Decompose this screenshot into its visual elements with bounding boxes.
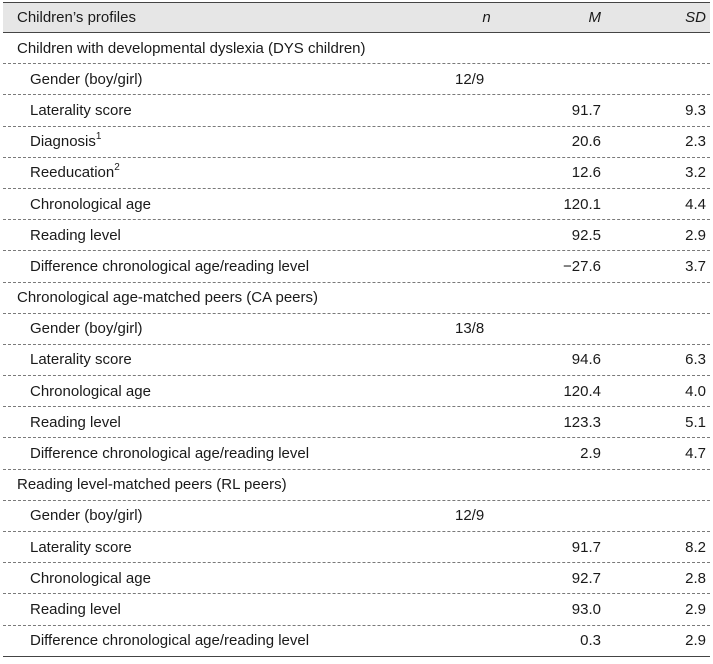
- row-label: Difference chronological age/reading lev…: [3, 258, 428, 275]
- row-label: Gender (boy/girl): [3, 507, 428, 524]
- table-row: Reading level 123.3 5.1: [3, 407, 710, 439]
- cell-m: 20.6: [571, 133, 601, 151]
- group-title: Children with developmental dyslexia (DY…: [17, 39, 366, 57]
- table-row: Difference chronological age/reading lev…: [3, 626, 710, 657]
- row-label-text: Reading level: [30, 413, 121, 431]
- cell-m: 94.6: [571, 351, 601, 369]
- cell-sd: 2.9: [685, 632, 706, 650]
- header-n: n: [482, 9, 491, 26]
- table-row: Difference chronological age/reading lev…: [3, 251, 710, 283]
- cell-m: 12.6: [571, 164, 601, 182]
- header-profiles: Children’s profiles: [17, 9, 136, 26]
- cell-n: 12/9: [455, 507, 485, 525]
- cell-m: −27.6: [563, 257, 601, 275]
- cell-sd: 2.8: [685, 569, 706, 587]
- row-label-text: Laterality score: [30, 538, 132, 556]
- table-row: Reading level 92.5 2.9: [3, 220, 710, 252]
- table-row: Laterality score 91.7 8.2: [3, 532, 710, 564]
- footnote-marker: 2: [114, 162, 120, 174]
- cell-sd: 2.9: [685, 226, 706, 244]
- cell-sd: 2.3: [685, 133, 706, 151]
- row-label-text: Gender (boy/girl): [30, 507, 143, 525]
- header-sd: SD: [685, 9, 706, 26]
- group-heading-row: Reading level-matched peers (RL peers): [3, 470, 710, 501]
- cell-sd: 3.7: [685, 257, 706, 275]
- cell-m: 92.7: [571, 569, 601, 587]
- group-title: Chronological age-matched peers (CA peer…: [17, 289, 318, 307]
- table-header: Children’s profiles n M SD: [3, 2, 710, 33]
- table-row: Gender (boy/girl) 12/9: [3, 501, 710, 532]
- table-row: Chronological age 120.4 4.0: [3, 376, 710, 408]
- cell-sd: 9.3: [685, 101, 706, 119]
- row-label-text: Difference chronological age/reading lev…: [30, 632, 310, 650]
- cell-sd: 4.7: [685, 445, 706, 463]
- row-label-text: Laterality score: [30, 101, 132, 119]
- table-body: Children with developmental dyslexia (DY…: [3, 33, 710, 657]
- row-label-text: Difference chronological age/reading lev…: [30, 445, 310, 463]
- group-title: Reading level-matched peers (RL peers): [17, 476, 287, 494]
- row-label-text: Chronological age: [30, 382, 151, 400]
- row-label: Laterality score: [3, 351, 428, 368]
- cell-m: 123.3: [563, 413, 601, 431]
- table-row: Chronological age 92.7 2.8: [3, 563, 710, 595]
- row-label: Gender (boy/girl): [3, 71, 428, 88]
- cell-m: 91.7: [571, 101, 601, 119]
- profiles-table: Children’s profiles n M SD Children with…: [3, 2, 710, 657]
- table-row: Difference chronological age/reading lev…: [3, 438, 710, 470]
- cell-sd: 4.4: [685, 195, 706, 213]
- table-row: Chronological age 120.1 4.4: [3, 189, 710, 221]
- row-label-text: Reeducation: [30, 164, 115, 182]
- cell-sd: 3.2: [685, 164, 706, 182]
- row-label-text: Diagnosis: [30, 133, 96, 151]
- cell-n: 13/8: [455, 320, 485, 338]
- row-label: Reading level: [3, 227, 428, 244]
- row-label-text: Reading level: [30, 226, 121, 244]
- row-label: Reading level: [3, 601, 428, 618]
- row-label: Laterality score: [3, 539, 428, 556]
- cell-n: 12/9: [455, 70, 485, 88]
- row-label: Laterality score: [3, 102, 428, 119]
- row-label: Reeducation2: [3, 162, 428, 182]
- row-label: Diagnosis1: [3, 131, 428, 151]
- table-row: Laterality score 91.7 9.3: [3, 95, 710, 127]
- row-label-text: Laterality score: [30, 351, 132, 369]
- row-label-text: Chronological age: [30, 195, 151, 213]
- cell-m: 93.0: [571, 600, 601, 618]
- cell-sd: 4.0: [685, 382, 706, 400]
- table-row: Reading level 93.0 2.9: [3, 594, 710, 626]
- row-label-text: Difference chronological age/reading lev…: [30, 257, 310, 275]
- cell-sd: 6.3: [685, 351, 706, 369]
- cell-m: 2.9: [580, 445, 601, 463]
- row-label-text: Gender (boy/girl): [30, 320, 143, 338]
- table-row: Reeducation2 12.6 3.2: [3, 158, 710, 189]
- cell-m: 120.4: [563, 382, 601, 400]
- header-m: M: [588, 9, 602, 26]
- row-label: Difference chronological age/reading lev…: [3, 632, 428, 649]
- row-label-text: Chronological age: [30, 569, 151, 587]
- row-label: Chronological age: [3, 383, 428, 400]
- table-row: Laterality score 94.6 6.3: [3, 345, 710, 377]
- row-label: Gender (boy/girl): [3, 320, 428, 337]
- cell-sd: 2.9: [685, 600, 706, 618]
- footnote-marker: 1: [95, 131, 102, 143]
- cell-sd: 5.1: [685, 413, 706, 431]
- table-row: Gender (boy/girl) 13/8: [3, 314, 710, 345]
- cell-m: 91.7: [571, 538, 601, 556]
- table-row: Gender (boy/girl) 12/9: [3, 64, 710, 96]
- row-label: Chronological age: [3, 570, 428, 587]
- cell-m: 0.3: [580, 632, 601, 650]
- row-label-text: Gender (boy/girl): [30, 70, 143, 88]
- cell-sd: 8.2: [685, 538, 706, 556]
- table-row: Diagnosis1 20.6 2.3: [3, 127, 710, 158]
- row-label: Chronological age: [3, 196, 428, 213]
- cell-m: 120.1: [563, 195, 601, 213]
- row-label-text: Reading level: [30, 600, 121, 618]
- cell-m: 92.5: [571, 226, 601, 244]
- row-label: Reading level: [3, 414, 428, 431]
- group-heading-row: Children with developmental dyslexia (DY…: [3, 33, 710, 65]
- row-label: Difference chronological age/reading lev…: [3, 445, 428, 462]
- group-heading-row: Chronological age-matched peers (CA peer…: [3, 283, 710, 314]
